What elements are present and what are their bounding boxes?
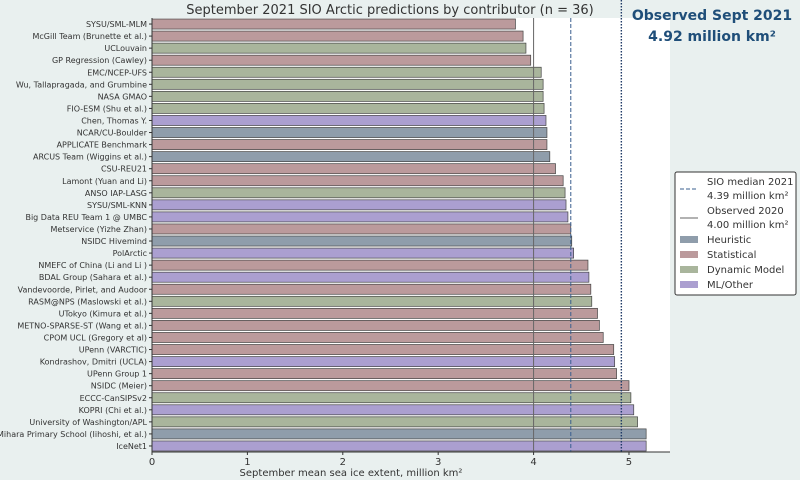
legend-swatch bbox=[680, 281, 698, 288]
bar bbox=[151, 259, 589, 271]
y-tick-label: NMEFC of China (Li and Li ) bbox=[38, 261, 147, 270]
x-tick-label: 1 bbox=[244, 457, 250, 468]
y-tick-label: NASA GMAO bbox=[98, 92, 147, 101]
bar bbox=[151, 66, 542, 78]
y-tick-label: Chen, Thomas Y. bbox=[81, 116, 147, 125]
y-tick-label: RASM@NPS (Maslowski et al.) bbox=[28, 297, 147, 306]
x-tick-label: 4 bbox=[530, 457, 536, 468]
bar bbox=[151, 42, 527, 54]
legend-label: Heuristic bbox=[707, 235, 751, 246]
y-tick-label: McGill Team (Brunette et al.) bbox=[33, 32, 148, 41]
bar bbox=[151, 235, 573, 247]
y-tick-label: PolArctic bbox=[113, 249, 147, 258]
y-tick-label: BDAL Group (Sahara et al.) bbox=[39, 273, 147, 282]
legend-label: 4.00 million km² bbox=[707, 220, 788, 231]
bar bbox=[151, 428, 647, 440]
x-tick-label: 3 bbox=[435, 457, 441, 468]
bar bbox=[151, 18, 516, 30]
y-tick-label: Mihara Primary School (Iihoshi, et al.) bbox=[0, 430, 147, 439]
y-tick-label: NSIDC Hivemind bbox=[81, 237, 147, 246]
y-tick-label: EMC/NCEP-UFS bbox=[87, 68, 147, 77]
legend-swatch bbox=[680, 266, 698, 273]
y-tick-label: ANSO IAP-LASG bbox=[85, 189, 147, 198]
legend-label: 4.39 million km² bbox=[707, 191, 788, 202]
y-tick-label: Metservice (Yizhe Zhan) bbox=[51, 225, 147, 234]
legend-swatch bbox=[680, 251, 698, 258]
bar bbox=[151, 211, 569, 223]
bar bbox=[151, 440, 647, 452]
y-tick-label: Wu, Tallapragada, and Grumbine bbox=[16, 80, 147, 89]
bar bbox=[151, 90, 544, 102]
x-tick-label: 5 bbox=[626, 457, 632, 468]
bar bbox=[151, 163, 556, 175]
y-tick-label: KOPRI (Chi et al.) bbox=[79, 406, 147, 415]
bar bbox=[151, 115, 547, 126]
bar bbox=[151, 344, 615, 355]
bar bbox=[151, 380, 630, 392]
y-tick-label: FIO-ESM (Shu et al.) bbox=[67, 104, 147, 113]
bar bbox=[151, 127, 548, 138]
y-tick-label: CPOM UCL (Gregory et al) bbox=[44, 333, 147, 342]
legend bbox=[674, 171, 797, 296]
bar bbox=[151, 151, 551, 163]
y-tick-label: CSU-REU21 bbox=[101, 165, 147, 174]
y-tick-label: UCLouvain bbox=[104, 44, 147, 53]
x-tick-label: 2 bbox=[340, 457, 346, 468]
y-tick-label: GP Regression (Cawley) bbox=[52, 56, 147, 65]
y-tick-label: Lamont (Yuan and Li) bbox=[62, 177, 147, 186]
observed-2021-label: Observed Sept 2021 bbox=[632, 8, 792, 24]
y-tick-label: SYSU/SML-MLM bbox=[86, 20, 147, 29]
y-tick-label: APPLICATE Benchmark bbox=[57, 141, 148, 150]
y-tick-label: ARCUS Team (Wiggins et al.) bbox=[33, 153, 147, 162]
y-tick-label: UPenn (VARCTIC) bbox=[79, 346, 147, 355]
y-tick-label: ECCC-CanSIPSv2 bbox=[80, 394, 147, 403]
chart-title: September 2021 SIO Arctic predictions by… bbox=[186, 3, 593, 18]
y-tick-label: METNO-SPARSE-ST (Wang et al.) bbox=[17, 321, 147, 330]
legend-label: ML/Other bbox=[707, 280, 754, 291]
bar bbox=[151, 247, 575, 259]
y-tick-label: Big Data REU Team 1 @ UMBC bbox=[25, 213, 147, 222]
legend-label: Dynamic Model bbox=[707, 265, 784, 276]
legend-swatch bbox=[680, 236, 698, 243]
bar bbox=[151, 78, 544, 90]
bar bbox=[151, 103, 545, 114]
y-tick-label: UTokyo (Kimura et al.) bbox=[59, 309, 147, 318]
bar bbox=[151, 175, 564, 187]
y-tick-label: University of Washington/APL bbox=[29, 418, 147, 427]
legend-label: SIO median 2021 bbox=[707, 177, 793, 188]
observed-2021-value: 4.92 million km² bbox=[648, 29, 776, 45]
bar bbox=[151, 368, 617, 380]
y-tick-label: NSIDC (Meier) bbox=[91, 382, 147, 391]
y-tick-label: UPenn Group 1 bbox=[87, 370, 147, 379]
bar bbox=[151, 30, 524, 42]
legend-label: Statistical bbox=[707, 250, 756, 261]
bar bbox=[151, 295, 593, 307]
bar bbox=[151, 139, 548, 150]
y-tick-label: SYSU/SML-KNN bbox=[87, 201, 147, 210]
bar bbox=[151, 199, 567, 211]
bar bbox=[151, 307, 598, 319]
y-tick-label: Kondrashov, Dmitri (UCLA) bbox=[40, 358, 147, 367]
x-axis-label: September mean sea ice extent, million k… bbox=[240, 468, 463, 479]
bar bbox=[151, 404, 635, 416]
bar bbox=[151, 332, 604, 343]
bar bbox=[151, 283, 592, 295]
y-tick-label: IceNet1 bbox=[116, 442, 147, 451]
bar bbox=[151, 54, 532, 66]
bar bbox=[151, 223, 572, 235]
legend-label: Observed 2020 bbox=[707, 206, 784, 217]
y-tick-label: Vandevoorde, Pirlet, and Audoor bbox=[18, 285, 148, 294]
bar bbox=[151, 187, 566, 199]
bar bbox=[151, 392, 632, 404]
bar bbox=[151, 356, 616, 367]
bar bbox=[151, 320, 600, 331]
y-tick-label: NCAR/CU-Boulder bbox=[77, 129, 148, 138]
bar bbox=[151, 271, 590, 283]
bar bbox=[151, 416, 638, 428]
x-tick-label: 0 bbox=[149, 457, 155, 468]
plot-area bbox=[152, 18, 670, 452]
